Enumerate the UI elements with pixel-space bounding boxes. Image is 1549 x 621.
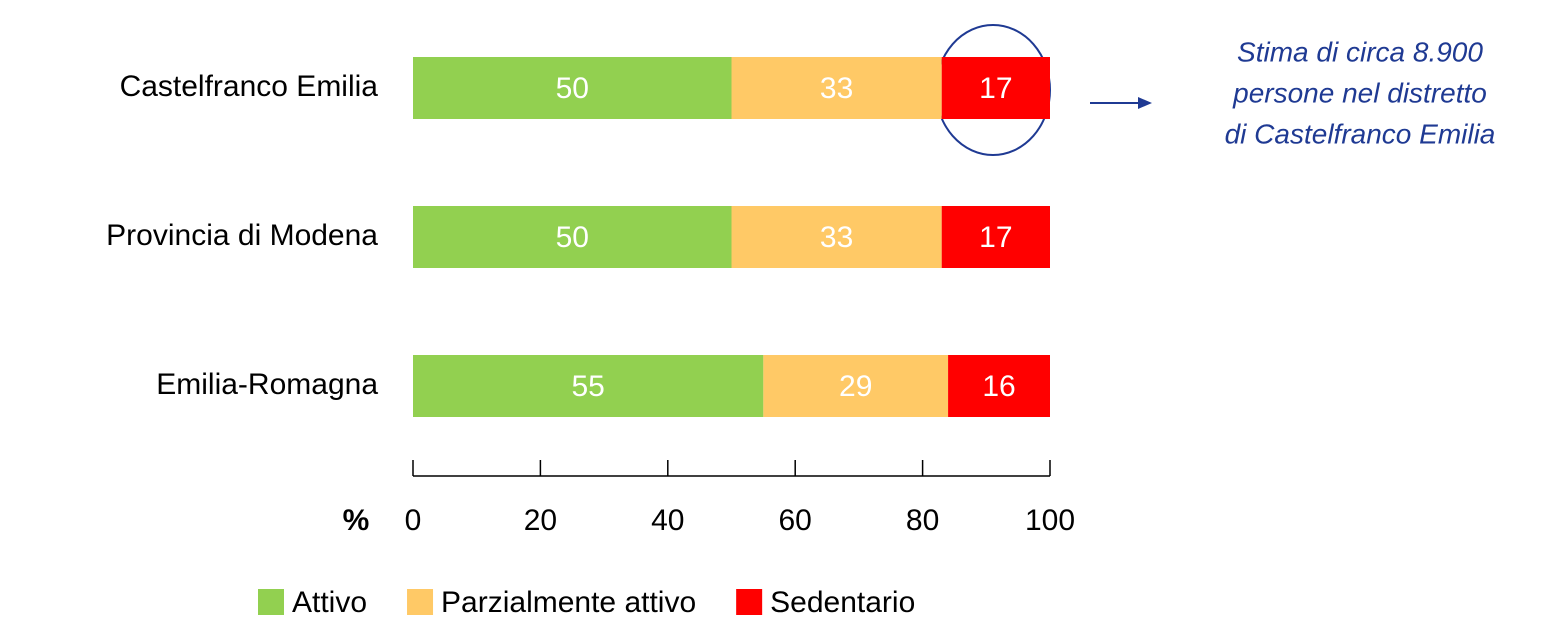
x-tick-label: 20 <box>524 504 557 537</box>
data-label: 33 <box>820 72 853 105</box>
bar-segment <box>731 57 942 119</box>
legend-swatch <box>736 589 763 615</box>
x-tick-label: 60 <box>779 504 812 537</box>
data-label: 33 <box>820 221 853 254</box>
bar-segment <box>731 206 942 268</box>
data-label: 50 <box>556 221 589 254</box>
x-tick-label: 80 <box>906 504 939 537</box>
data-label: 50 <box>556 72 589 105</box>
legend-label: Sedentario <box>770 586 915 619</box>
x-tick-label: 0 <box>405 504 422 537</box>
bar-segment <box>948 355 1050 417</box>
annotation-line: Stima di circa 8.900 <box>1237 36 1483 67</box>
data-label: 17 <box>979 72 1012 105</box>
x-tick-label: 100 <box>1025 504 1075 537</box>
bar-segment <box>941 206 1050 268</box>
legend-swatch <box>258 589 284 615</box>
legend-label: Parzialmente attivo <box>441 586 696 619</box>
data-label: 29 <box>839 370 872 403</box>
x-tick-label: 40 <box>651 504 684 537</box>
x-axis-label: % <box>343 504 370 537</box>
annotation-line: persone nel distretto <box>1232 77 1487 108</box>
bar-segment <box>413 57 732 119</box>
bar-segment <box>413 355 764 417</box>
annotation-line: di Castelfranco Emilia <box>1225 118 1496 149</box>
arrow-head <box>1138 97 1152 109</box>
data-label: 16 <box>982 370 1015 403</box>
legend-label: Attivo <box>292 586 367 619</box>
category-label: Emilia-Romagna <box>156 368 378 401</box>
bar-segment <box>763 355 949 417</box>
data-label: 55 <box>571 370 604 403</box>
category-label: Castelfranco Emilia <box>120 70 379 103</box>
data-label: 17 <box>979 221 1012 254</box>
bar-segment <box>941 57 1050 119</box>
bar-segment <box>413 206 732 268</box>
legend-swatch <box>407 589 434 615</box>
category-label: Provincia di Modena <box>106 219 378 252</box>
